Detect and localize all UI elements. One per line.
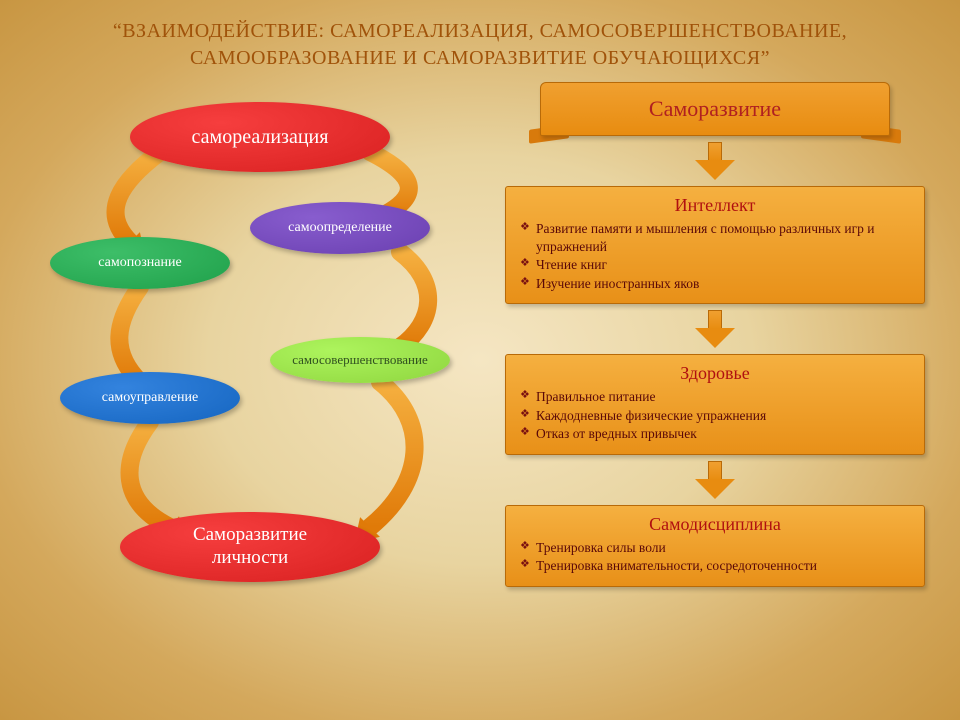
list-item: Чтение книг [520, 256, 910, 274]
ellipse-n3: самопознание [50, 237, 230, 289]
right-flow: Саморазвитие Интеллект Развитие памяти и… [490, 82, 940, 662]
ellipse-n5: самоуправление [60, 372, 240, 424]
card-title: Самодисциплина [520, 514, 910, 535]
card-intellect: Интеллект Развитие памяти и мышления с п… [505, 186, 925, 304]
card-list: Правильное питание Каждодневные физическ… [520, 388, 910, 443]
card-discipline: Самодисциплина Тренировка силы воли Трен… [505, 505, 925, 587]
list-item: Каждодневные физические упражнения [520, 407, 910, 425]
list-item: Отказ от вредных привычек [520, 425, 910, 443]
down-arrow-icon [695, 310, 735, 348]
ellipse-n1: самореализация [130, 102, 390, 172]
left-diagram: самореализация самоопределение самопознани… [20, 82, 470, 662]
ellipse-n4: самосовершенствование [270, 337, 450, 383]
card-list: Развитие памяти и мышления с помощью раз… [520, 220, 910, 292]
banner-self-development: Саморазвитие [540, 82, 890, 136]
list-item: Изучение иностранных яков [520, 275, 910, 293]
list-item: Тренировка силы воли [520, 539, 910, 557]
ellipse-n2: самоопределение [250, 202, 430, 254]
content-container: самореализация самоопределение самопознани… [0, 82, 960, 662]
list-item: Развитие памяти и мышления с помощью раз… [520, 220, 910, 255]
card-list: Тренировка силы воли Тренировка внимател… [520, 539, 910, 575]
ellipse-n6: Саморазвитиеличности [120, 512, 380, 582]
down-arrow-icon [695, 461, 735, 499]
card-title: Интеллект [520, 195, 910, 216]
list-item: Тренировка внимательности, сосредоточенн… [520, 557, 910, 575]
card-title: Здоровье [520, 363, 910, 384]
card-health: Здоровье Правильное питание Каждодневные… [505, 354, 925, 455]
slide-title: “ВЗАИМОДЕЙСТВИЕ: САМОРЕАЛИЗАЦИЯ, САМОСОВ… [0, 0, 960, 82]
list-item: Правильное питание [520, 388, 910, 406]
down-arrow-icon [695, 142, 735, 180]
